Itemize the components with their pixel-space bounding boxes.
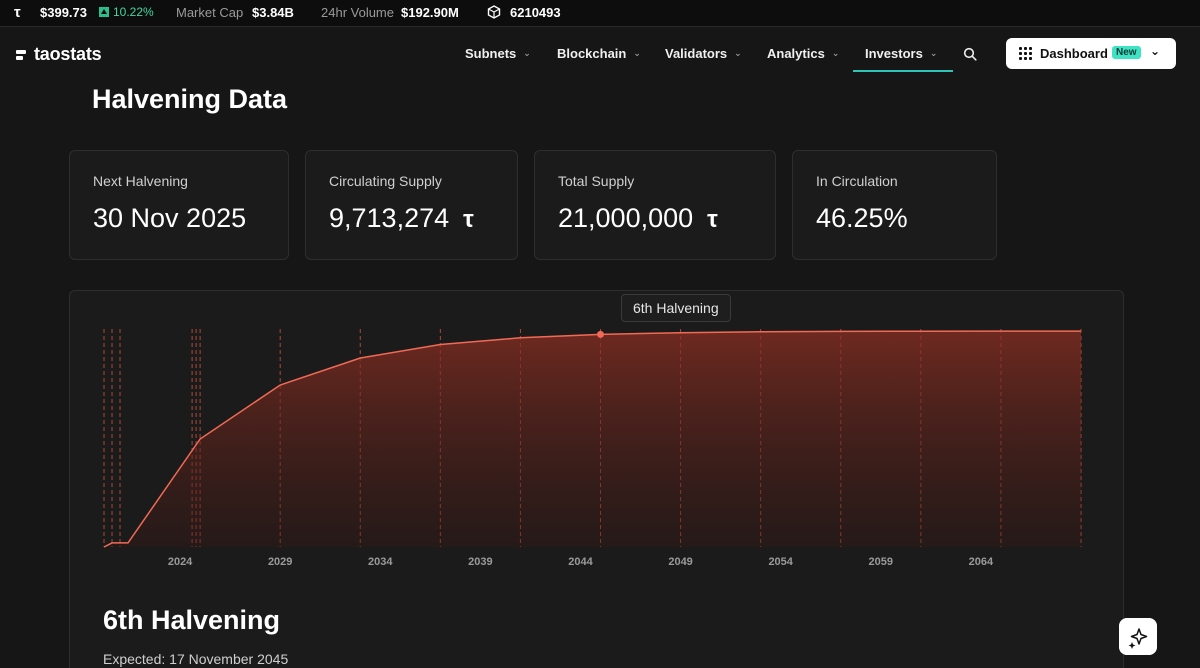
market-cap-label: Market Cap (176, 5, 244, 20)
main-nav: taostats Subnets ⌄ Blockchain ⌄ Validators… (0, 28, 1200, 78)
chevron-down-icon: ⌄ (929, 48, 938, 58)
stat-label: Circulating Supply (329, 173, 442, 189)
selected-halvening-expected: Expected: 17 November 2045 (103, 651, 289, 667)
chevron-down-icon[interactable]: ⌄ (1150, 44, 1161, 58)
cube-icon (487, 5, 501, 19)
stat-card-next-halvening: Next Halvening 30 Nov 2025 (69, 150, 289, 260)
stat-value: 21,000,000 τ (558, 203, 718, 234)
halvening-tooltip: 6th Halvening (621, 294, 731, 322)
stat-value: 46.25% (816, 203, 908, 234)
x-tick-label: 2064 (969, 556, 994, 568)
volume-value: $192.90M (401, 5, 459, 20)
ticker-bar: τ $399.73 10.22% Market Cap $3.84B 24hr … (0, 0, 1200, 27)
grid-icon (1019, 47, 1032, 60)
halvening-chart-panel: 2024 2029 2034 2039 2044 2049 2054 2059 2064 (69, 290, 1124, 668)
nav-item-analytics[interactable]: Analytics ⌄ (767, 46, 839, 61)
stat-card-total-supply: Total Supply 21,000,000 τ (534, 150, 776, 260)
x-tick-label: 2039 (468, 556, 492, 568)
chevron-down-icon: ⌄ (633, 48, 641, 58)
logo-mark-icon (16, 49, 28, 61)
stat-value-text: 21,000,000 (558, 203, 694, 233)
stat-label: Total Supply (558, 173, 635, 189)
dashboard-button[interactable]: Dashboard New ⌄ (1006, 38, 1176, 69)
supply-line (103, 330, 1081, 548)
nav-item-blockchain[interactable]: Blockchain ⌄ (557, 46, 641, 61)
stat-label: Next Halvening (93, 173, 188, 189)
x-tick-label: 2044 (568, 556, 593, 568)
x-tick-label: 2029 (268, 556, 292, 568)
price-change: 10.22% (99, 5, 154, 19)
price-change-value: 10.22% (113, 5, 154, 19)
chevron-down-icon: ⌄ (831, 48, 840, 58)
volume-label: 24hr Volume (321, 5, 394, 20)
x-tick-label: 2034 (368, 556, 393, 568)
stat-value-text: 46.25% (816, 203, 908, 233)
nav-item-label: Analytics (767, 46, 825, 61)
stat-value: 30 Nov 2025 (93, 203, 246, 234)
x-tick-label: 2059 (869, 556, 893, 568)
tao-logo-icon: τ (14, 4, 21, 21)
nav-item-subnets[interactable]: Subnets ⌄ (465, 46, 531, 61)
new-badge: New (1112, 46, 1141, 59)
stat-label: In Circulation (816, 173, 898, 189)
x-tick-label: 2024 (168, 556, 193, 568)
stat-value: 9,713,274 τ (329, 203, 474, 234)
nav-item-validators[interactable]: Validators ⌄ (665, 46, 742, 61)
search-icon[interactable] (963, 47, 977, 61)
page-title: Halvening Data (92, 84, 288, 114)
selected-halvening-title: 6th Halvening (103, 605, 281, 635)
stat-value-text: 9,713,274 (329, 203, 450, 233)
chevron-down-icon: ⌄ (523, 48, 531, 58)
supply-area (104, 331, 1081, 547)
dashboard-label: Dashboard (1040, 46, 1108, 61)
highlight-point (597, 330, 605, 338)
x-tick-label: 2049 (668, 556, 692, 568)
trend-up-icon (99, 7, 109, 17)
stat-card-in-circulation: In Circulation 46.25% (792, 150, 997, 260)
x-tick-label: 2054 (768, 556, 793, 568)
nav-item-label: Blockchain (557, 46, 627, 61)
ai-assistant-button[interactable] (1119, 618, 1157, 655)
supply-chart[interactable]: 2024 2029 2034 2039 2044 2049 2054 2059 2064 (70, 291, 1125, 668)
tao-unit-icon: τ (707, 206, 718, 233)
nav-item-label: Validators (665, 46, 728, 61)
chevron-down-icon: ⌄ (734, 48, 742, 58)
market-cap-value: $3.84B (252, 5, 294, 20)
logo-text: taostats (34, 44, 102, 64)
stat-card-circulating-supply: Circulating Supply 9,713,274 τ (305, 150, 518, 260)
tao-unit-icon: τ (463, 206, 474, 233)
nav-item-label: Investors (865, 46, 923, 61)
tao-price: $399.73 (40, 5, 87, 20)
taostats-logo[interactable]: taostats (16, 44, 102, 65)
block-number: 6210493 (510, 5, 561, 20)
stat-value-text: 30 Nov 2025 (93, 203, 247, 233)
nav-item-investors[interactable]: Investors ⌄ (852, 46, 954, 72)
nav-item-label: Subnets (465, 46, 517, 61)
